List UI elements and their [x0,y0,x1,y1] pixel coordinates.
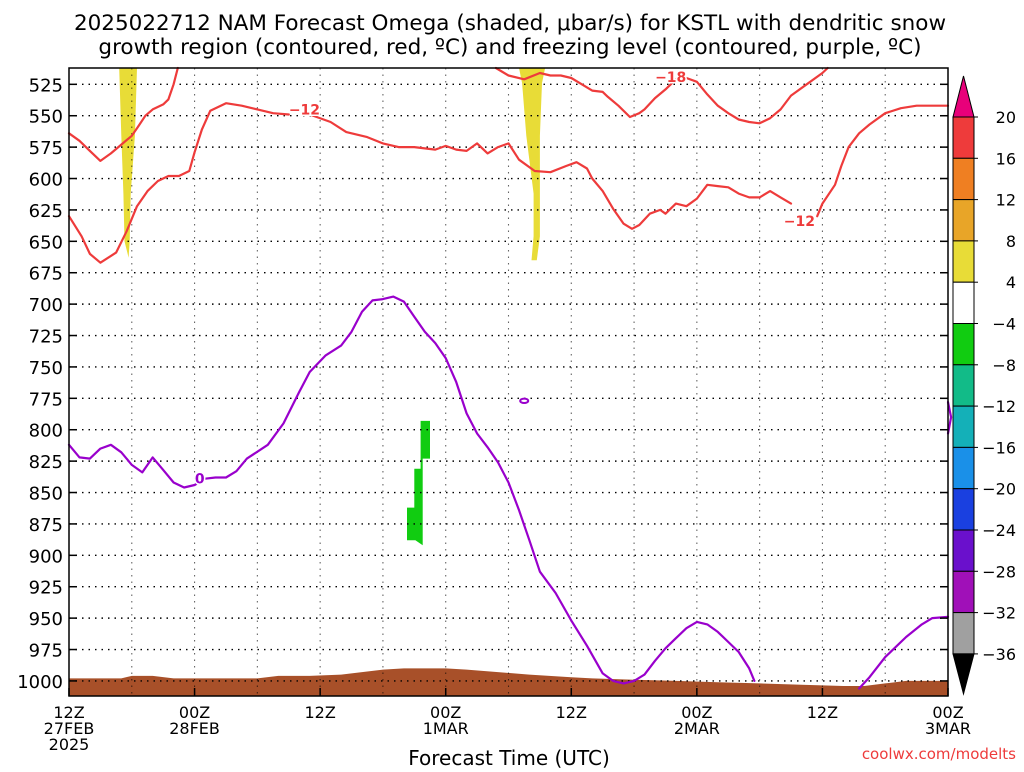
colorbar-swatch [952,529,975,572]
colorbar-label: 4 [1006,273,1016,292]
y-tick-label: 650 [29,232,63,253]
chart-title: 2025022712 NAM Forecast Omega (shaded, μ… [74,11,946,60]
x-tick-label: 2025 [49,735,90,754]
y-tick-label: 550 [29,107,63,128]
y-tick-label: 675 [29,264,63,285]
colorbar-label: −4 [992,315,1016,334]
isotherm-contour-1 [67,102,290,264]
y-axis-ticks: 525 550 575 600 625 650 675 700 725 750 775 800 825 8… [17,75,948,693]
shaded-region-0 [119,68,137,258]
title-line-2: growth region (contoured, red, ºC) and f… [98,35,921,60]
freezing_level-contour-7 [946,401,953,435]
colorbar-label: −32 [982,604,1016,623]
title-line-1: 2025022712 NAM Forecast Omega (shaded, μ… [74,11,946,36]
x-tick-label: 12Z [304,703,335,722]
x-tick-label: 2MAR [674,719,720,738]
contour-label-2: −12 [784,214,815,230]
plot-frame [68,67,949,697]
isotherm-contour-0 [67,66,179,162]
colorbar-swatch [952,157,975,201]
colorbar-swatch [952,364,975,407]
colorbar-label: 12 [996,191,1016,210]
colorbar-swatch [952,323,975,366]
colorbar-label: −12 [982,397,1016,416]
x-tick-label: 00Z [179,703,210,722]
colorbar-label: 16 [996,149,1016,168]
colorbar-bottom-arrow [952,653,975,696]
y-tick-label: 950 [29,609,63,630]
shaded-region-1 [519,68,546,261]
isotherm-contour-3 [816,104,950,218]
y-tick-label: 700 [29,295,63,316]
y-tick-label: 625 [29,201,63,222]
y-tick-label: 850 [29,484,63,505]
y-tick-label: 1000 [17,672,63,693]
isotherm-contour-4 [494,66,829,125]
colorbar-top-arrow [952,75,975,118]
omega-shading-layer [69,68,948,696]
colorbar-label: −8 [992,356,1016,375]
grid-layer [69,68,948,696]
x-tick-label: 27FEB [44,719,95,738]
colorbar-swatch [952,199,975,242]
freezing_level-contour-6 [857,615,950,690]
colorbar-swatch [952,405,975,448]
x-tick-label: 3MAR [925,719,971,738]
y-tick-label: 725 [29,327,63,348]
y-tick-label: 750 [29,358,63,379]
freezing-level-blob [519,397,530,405]
colorbar-label: −28 [982,562,1016,581]
x-tick-label: 12Z [556,703,587,722]
y-tick-label: 775 [29,389,63,410]
colorbar-label: −20 [982,480,1016,499]
y-tick-label: 900 [29,546,63,567]
y-tick-label: 975 [29,641,63,662]
contour-lines-layer [67,66,953,690]
contour-labels-layer: −12 −18 −12 0 [193,68,816,489]
colorbar-label: −24 [982,521,1016,540]
y-tick-label: 525 [29,75,63,96]
x-tick-label: 28FEB [169,719,220,738]
colorbar-label: 8 [1006,232,1016,251]
y-tick-label: 800 [29,421,63,442]
colorbar-swatch [952,281,975,325]
freezing_level-contour-5 [67,295,756,685]
colorbar-label: −36 [982,645,1016,664]
shaded-region-2 [407,420,430,546]
x-tick-label: 12Z [53,703,84,722]
x-tick-label: 00Z [430,703,461,722]
x-tick-label: 00Z [681,703,712,722]
colorbar-label: 20 [996,108,1016,127]
colorbar-swatch [952,612,975,655]
colorbar-label: −16 [982,438,1016,457]
y-tick-label: 925 [29,578,63,599]
x-tick-label: 1MAR [423,719,469,738]
y-tick-label: 875 [29,515,63,536]
y-tick-label: 575 [29,138,63,159]
x-tick-label: 00Z [932,703,963,722]
colorbar-swatch [952,488,975,531]
contour-label-3: 0 [195,472,205,488]
colorbar-swatch [952,116,975,159]
shaded-region-3 [69,668,948,696]
isotherm-contour-2 [308,113,793,230]
contour-label-0: −12 [289,102,320,118]
x-axis-label: Forecast Time (UTC) [408,746,610,768]
colorbar-swatch [952,240,975,283]
colorbar-swatch [952,570,975,614]
colorbar-swatch [952,446,975,490]
credit-text: coolwx.com/modelts [862,745,1016,763]
y-tick-label: 600 [29,170,63,191]
y-tick-label: 825 [29,452,63,473]
x-tick-label: 12Z [807,703,838,722]
colorbar: 20 16 12 8 4 −4 −8 −12 −16 −20 −24 −28 −32 −36 [952,75,1016,696]
contour-label-1: −18 [655,70,686,86]
